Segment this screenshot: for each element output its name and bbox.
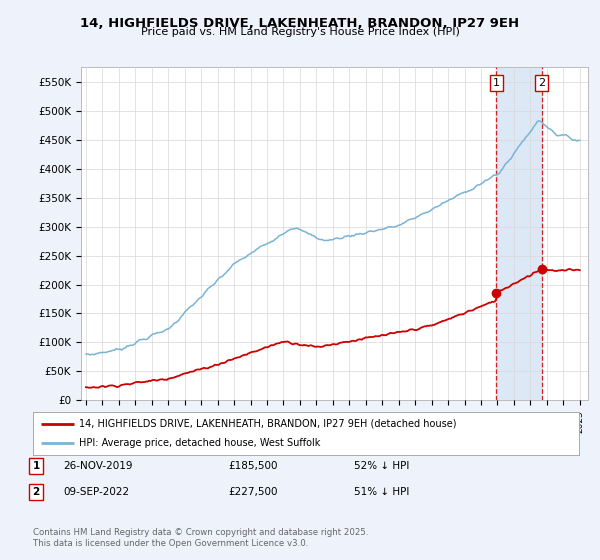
Text: 2: 2 [538, 78, 545, 88]
Text: 1: 1 [493, 78, 500, 88]
Bar [496, 67, 542, 400]
Text: £185,500: £185,500 [228, 461, 277, 471]
Text: Price paid vs. HM Land Registry's House Price Index (HPI): Price paid vs. HM Land Registry's House … [140, 27, 460, 37]
Text: Contains HM Land Registry data © Crown copyright and database right 2025.
This d: Contains HM Land Registry data © Crown c… [33, 528, 368, 548]
Text: 26-NOV-2019: 26-NOV-2019 [63, 461, 133, 471]
Text: 09-SEP-2022: 09-SEP-2022 [63, 487, 129, 497]
Text: 1: 1 [32, 461, 40, 471]
Text: 2: 2 [32, 487, 40, 497]
Text: 14, HIGHFIELDS DRIVE, LAKENHEATH, BRANDON, IP27 9EH (detached house): 14, HIGHFIELDS DRIVE, LAKENHEATH, BRANDO… [79, 419, 457, 428]
Text: 14, HIGHFIELDS DRIVE, LAKENHEATH, BRANDON, IP27 9EH: 14, HIGHFIELDS DRIVE, LAKENHEATH, BRANDO… [80, 17, 520, 30]
Text: £227,500: £227,500 [228, 487, 277, 497]
Text: 51% ↓ HPI: 51% ↓ HPI [354, 487, 409, 497]
Text: HPI: Average price, detached house, West Suffolk: HPI: Average price, detached house, West… [79, 438, 321, 448]
Text: 52% ↓ HPI: 52% ↓ HPI [354, 461, 409, 471]
